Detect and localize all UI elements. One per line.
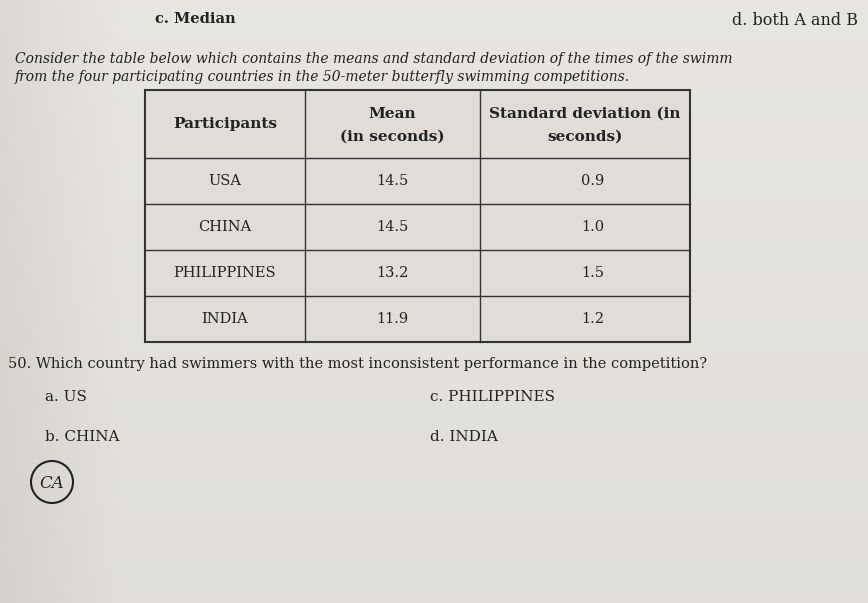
Text: Consider the table below which contains the means and standard deviation of the : Consider the table below which contains … [15,52,733,66]
Text: 14.5: 14.5 [377,174,409,188]
Text: b. CHINA: b. CHINA [45,430,120,444]
Text: CA: CA [40,475,64,491]
Text: seconds): seconds) [548,129,622,144]
Text: Mean: Mean [369,107,417,121]
Text: Standard deviation (in: Standard deviation (in [490,107,681,121]
Text: 1.0: 1.0 [582,220,605,234]
Text: from the four participating countries in the 50-meter butterfly swimming competi: from the four participating countries in… [15,70,630,84]
Text: 14.5: 14.5 [377,220,409,234]
Text: 0.9: 0.9 [582,174,605,188]
Text: 1.2: 1.2 [582,312,604,326]
Bar [145,90,690,342]
Text: PHILIPPINES: PHILIPPINES [174,266,276,280]
Text: 13.2: 13.2 [377,266,409,280]
Text: INDIA: INDIA [201,312,248,326]
Text: d. both A and B: d. both A and B [732,12,858,29]
Text: 1.5: 1.5 [582,266,604,280]
Text: Participants: Participants [173,117,277,131]
Text: CHINA: CHINA [199,220,252,234]
Text: 11.9: 11.9 [377,312,409,326]
Bar [145,90,690,342]
Text: USA: USA [208,174,241,188]
Text: (in seconds): (in seconds) [340,129,444,144]
Text: a. US: a. US [45,390,87,404]
Text: d. INDIA: d. INDIA [430,430,498,444]
Text: c. Median: c. Median [155,12,235,26]
Text: c. PHILIPPINES: c. PHILIPPINES [430,390,555,404]
Text: 50. Which country had swimmers with the most inconsistent performance in the com: 50. Which country had swimmers with the … [8,357,707,371]
